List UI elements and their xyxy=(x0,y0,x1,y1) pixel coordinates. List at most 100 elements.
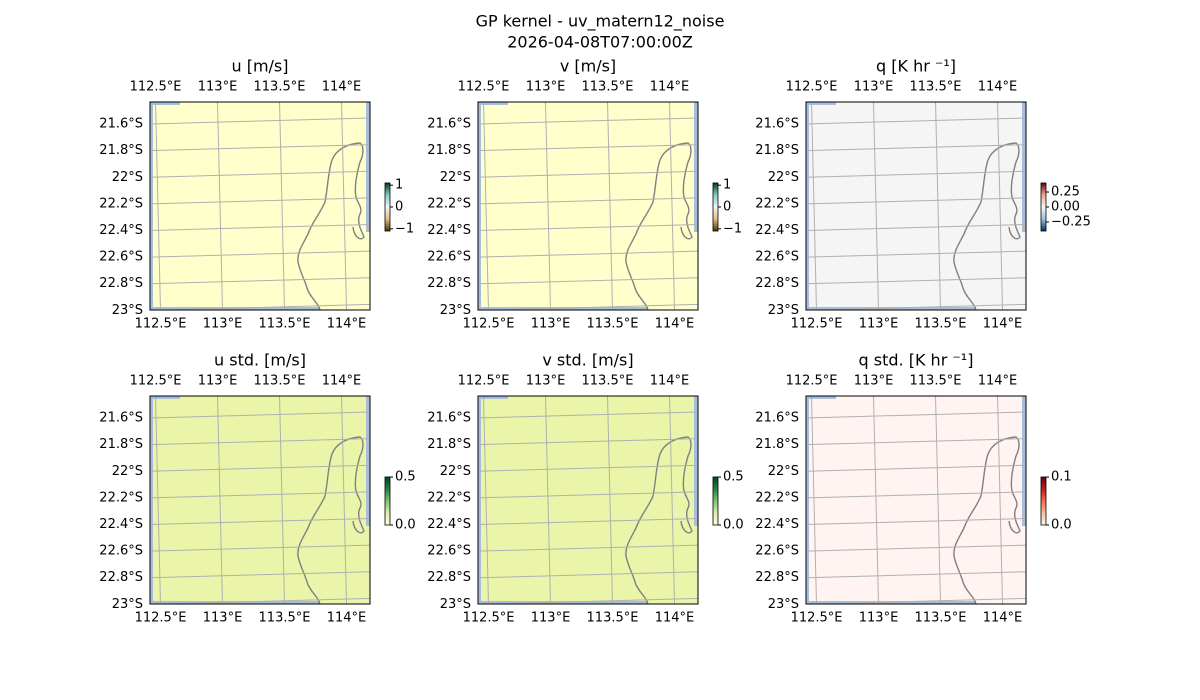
grid-line xyxy=(478,197,698,205)
grid-line xyxy=(478,438,698,446)
grid-line xyxy=(150,117,370,125)
grid-line xyxy=(478,250,698,258)
sea-strip xyxy=(806,396,836,399)
lat-tick-label: 21.8°S xyxy=(755,437,799,452)
lon-tick-label: 114°E xyxy=(327,317,367,332)
grid-line xyxy=(478,517,698,526)
lon-tick-label: 113.5°E xyxy=(259,317,311,332)
lon-tick-label: 113°E xyxy=(526,80,566,95)
lat-tick-label: 22.4°S xyxy=(755,517,799,532)
lon-tick-label: 114°E xyxy=(983,611,1023,626)
lon-tick-label: 113°E xyxy=(859,611,899,626)
lon-tick-label: 114°E xyxy=(650,374,690,389)
lat-tick-label: 22.6°S xyxy=(427,544,471,559)
grid-line xyxy=(607,102,614,310)
lon-tick-label: 112.5°E xyxy=(463,611,515,626)
sea-strip xyxy=(150,396,153,604)
grid-line xyxy=(545,396,552,604)
colorbar xyxy=(384,182,391,232)
lat-tick-label: 22.8°S xyxy=(99,570,143,585)
lat-tick-label: 23°S xyxy=(440,303,471,318)
lon-tick-label: 113.5°E xyxy=(259,611,311,626)
sea-strip xyxy=(806,102,836,105)
map-background xyxy=(150,396,370,604)
grid-line xyxy=(997,102,1004,310)
grid-line xyxy=(873,396,880,604)
sea-strip xyxy=(150,396,180,399)
colorbar-tick-label: 0.1 xyxy=(1051,470,1072,485)
lon-tick-label: 113°E xyxy=(854,374,894,389)
grid-line xyxy=(150,250,370,258)
lat-tick-label: 22.4°S xyxy=(99,517,143,532)
lat-tick-label: 22.6°S xyxy=(755,250,799,265)
colorbar-tick-label: 0.0 xyxy=(1051,518,1072,533)
lat-tick-label: 21.6°S xyxy=(755,411,799,426)
lon-tick-label: 112.5°E xyxy=(458,80,510,95)
grid-line xyxy=(478,117,698,125)
colorbar-tick-label: 1 xyxy=(395,178,403,193)
grid-line xyxy=(217,102,224,310)
lon-tick-label: 113°E xyxy=(198,80,238,95)
map-frame xyxy=(805,395,1027,605)
grid-line xyxy=(806,411,1026,419)
lat-tick-label: 22.2°S xyxy=(755,196,799,211)
grid-line xyxy=(478,277,698,285)
lon-tick-label: 112.5°E xyxy=(130,80,182,95)
grid-line xyxy=(806,464,1026,472)
lat-tick-label: 22.6°S xyxy=(99,250,143,265)
figure-subtitle: 2026-04-08T07:00:00Z xyxy=(507,33,693,52)
colorbar xyxy=(384,476,391,526)
grid-line xyxy=(150,517,370,526)
map-background xyxy=(478,102,698,310)
colorbar-tick-label: 0.0 xyxy=(723,518,744,533)
colorbar-tick-label: −1 xyxy=(723,221,742,236)
lon-tick-label: 113°E xyxy=(859,317,899,332)
lat-tick-label: 21.8°S xyxy=(99,437,143,452)
grid-line xyxy=(806,491,1026,499)
grid-line xyxy=(150,544,370,552)
lat-tick-label: 22°S xyxy=(768,464,799,479)
lat-tick-label: 22.2°S xyxy=(427,490,471,505)
map-background xyxy=(806,102,1026,310)
map-frame xyxy=(805,101,1027,311)
grid-line xyxy=(150,491,370,499)
lon-tick-label: 113.5°E xyxy=(582,80,634,95)
lon-tick-label: 113.5°E xyxy=(587,317,639,332)
lon-tick-label: 114°E xyxy=(983,317,1023,332)
map-panel: v std. [m/s] 112.5°E 112.5°E 113°E 113°E 113.… xyxy=(427,351,743,626)
map-panel: u [m/s]112.5°E112.5°E113°E113°E113.5°E11… xyxy=(99,57,414,332)
colorbar-tick-label: 0 xyxy=(723,200,731,215)
lon-tick-label: 114°E xyxy=(978,80,1018,95)
grid-line xyxy=(341,396,348,604)
map-frame xyxy=(477,395,699,605)
lat-tick-label: 23°S xyxy=(768,597,799,612)
sea-strip xyxy=(366,396,370,526)
lon-tick-label: 113°E xyxy=(203,317,243,332)
colorbar-tick-label: −0.25 xyxy=(1051,215,1091,230)
sea-strip xyxy=(694,396,698,526)
grid-line xyxy=(150,571,370,579)
grid-line xyxy=(806,571,1026,579)
figure-title: GP kernel - uv_matern12_noise xyxy=(476,12,725,32)
sea-strip xyxy=(806,102,809,310)
lat-tick-label: 22.8°S xyxy=(755,570,799,585)
lat-tick-label: 21.6°S xyxy=(99,411,143,426)
lon-tick-label: 112.5°E xyxy=(135,317,187,332)
grid-line xyxy=(150,464,370,472)
grid-line xyxy=(482,102,489,310)
grid-line xyxy=(478,544,698,552)
grid-line xyxy=(154,102,161,310)
sea-strip xyxy=(150,102,153,310)
map-background xyxy=(806,396,1026,604)
grid-line xyxy=(669,102,676,310)
map-background xyxy=(150,102,370,310)
lat-tick-label: 22.8°S xyxy=(755,276,799,291)
colorbar-tick-label: −1 xyxy=(395,221,414,236)
map-panel: q [K hr ⁻¹] 112.5°E 112.5°E 113°E 113°E 113.5… xyxy=(755,57,1091,332)
sea-strip xyxy=(1022,396,1026,526)
map-panel: q std. [K hr ⁻¹] 112.5°E 112.5°E 113°E 113°E… xyxy=(755,351,1071,626)
colorbar-tick-label: 0.5 xyxy=(723,470,744,485)
grid-line xyxy=(341,102,348,310)
map-area xyxy=(806,396,1026,604)
lon-tick-label: 113.5°E xyxy=(915,317,967,332)
